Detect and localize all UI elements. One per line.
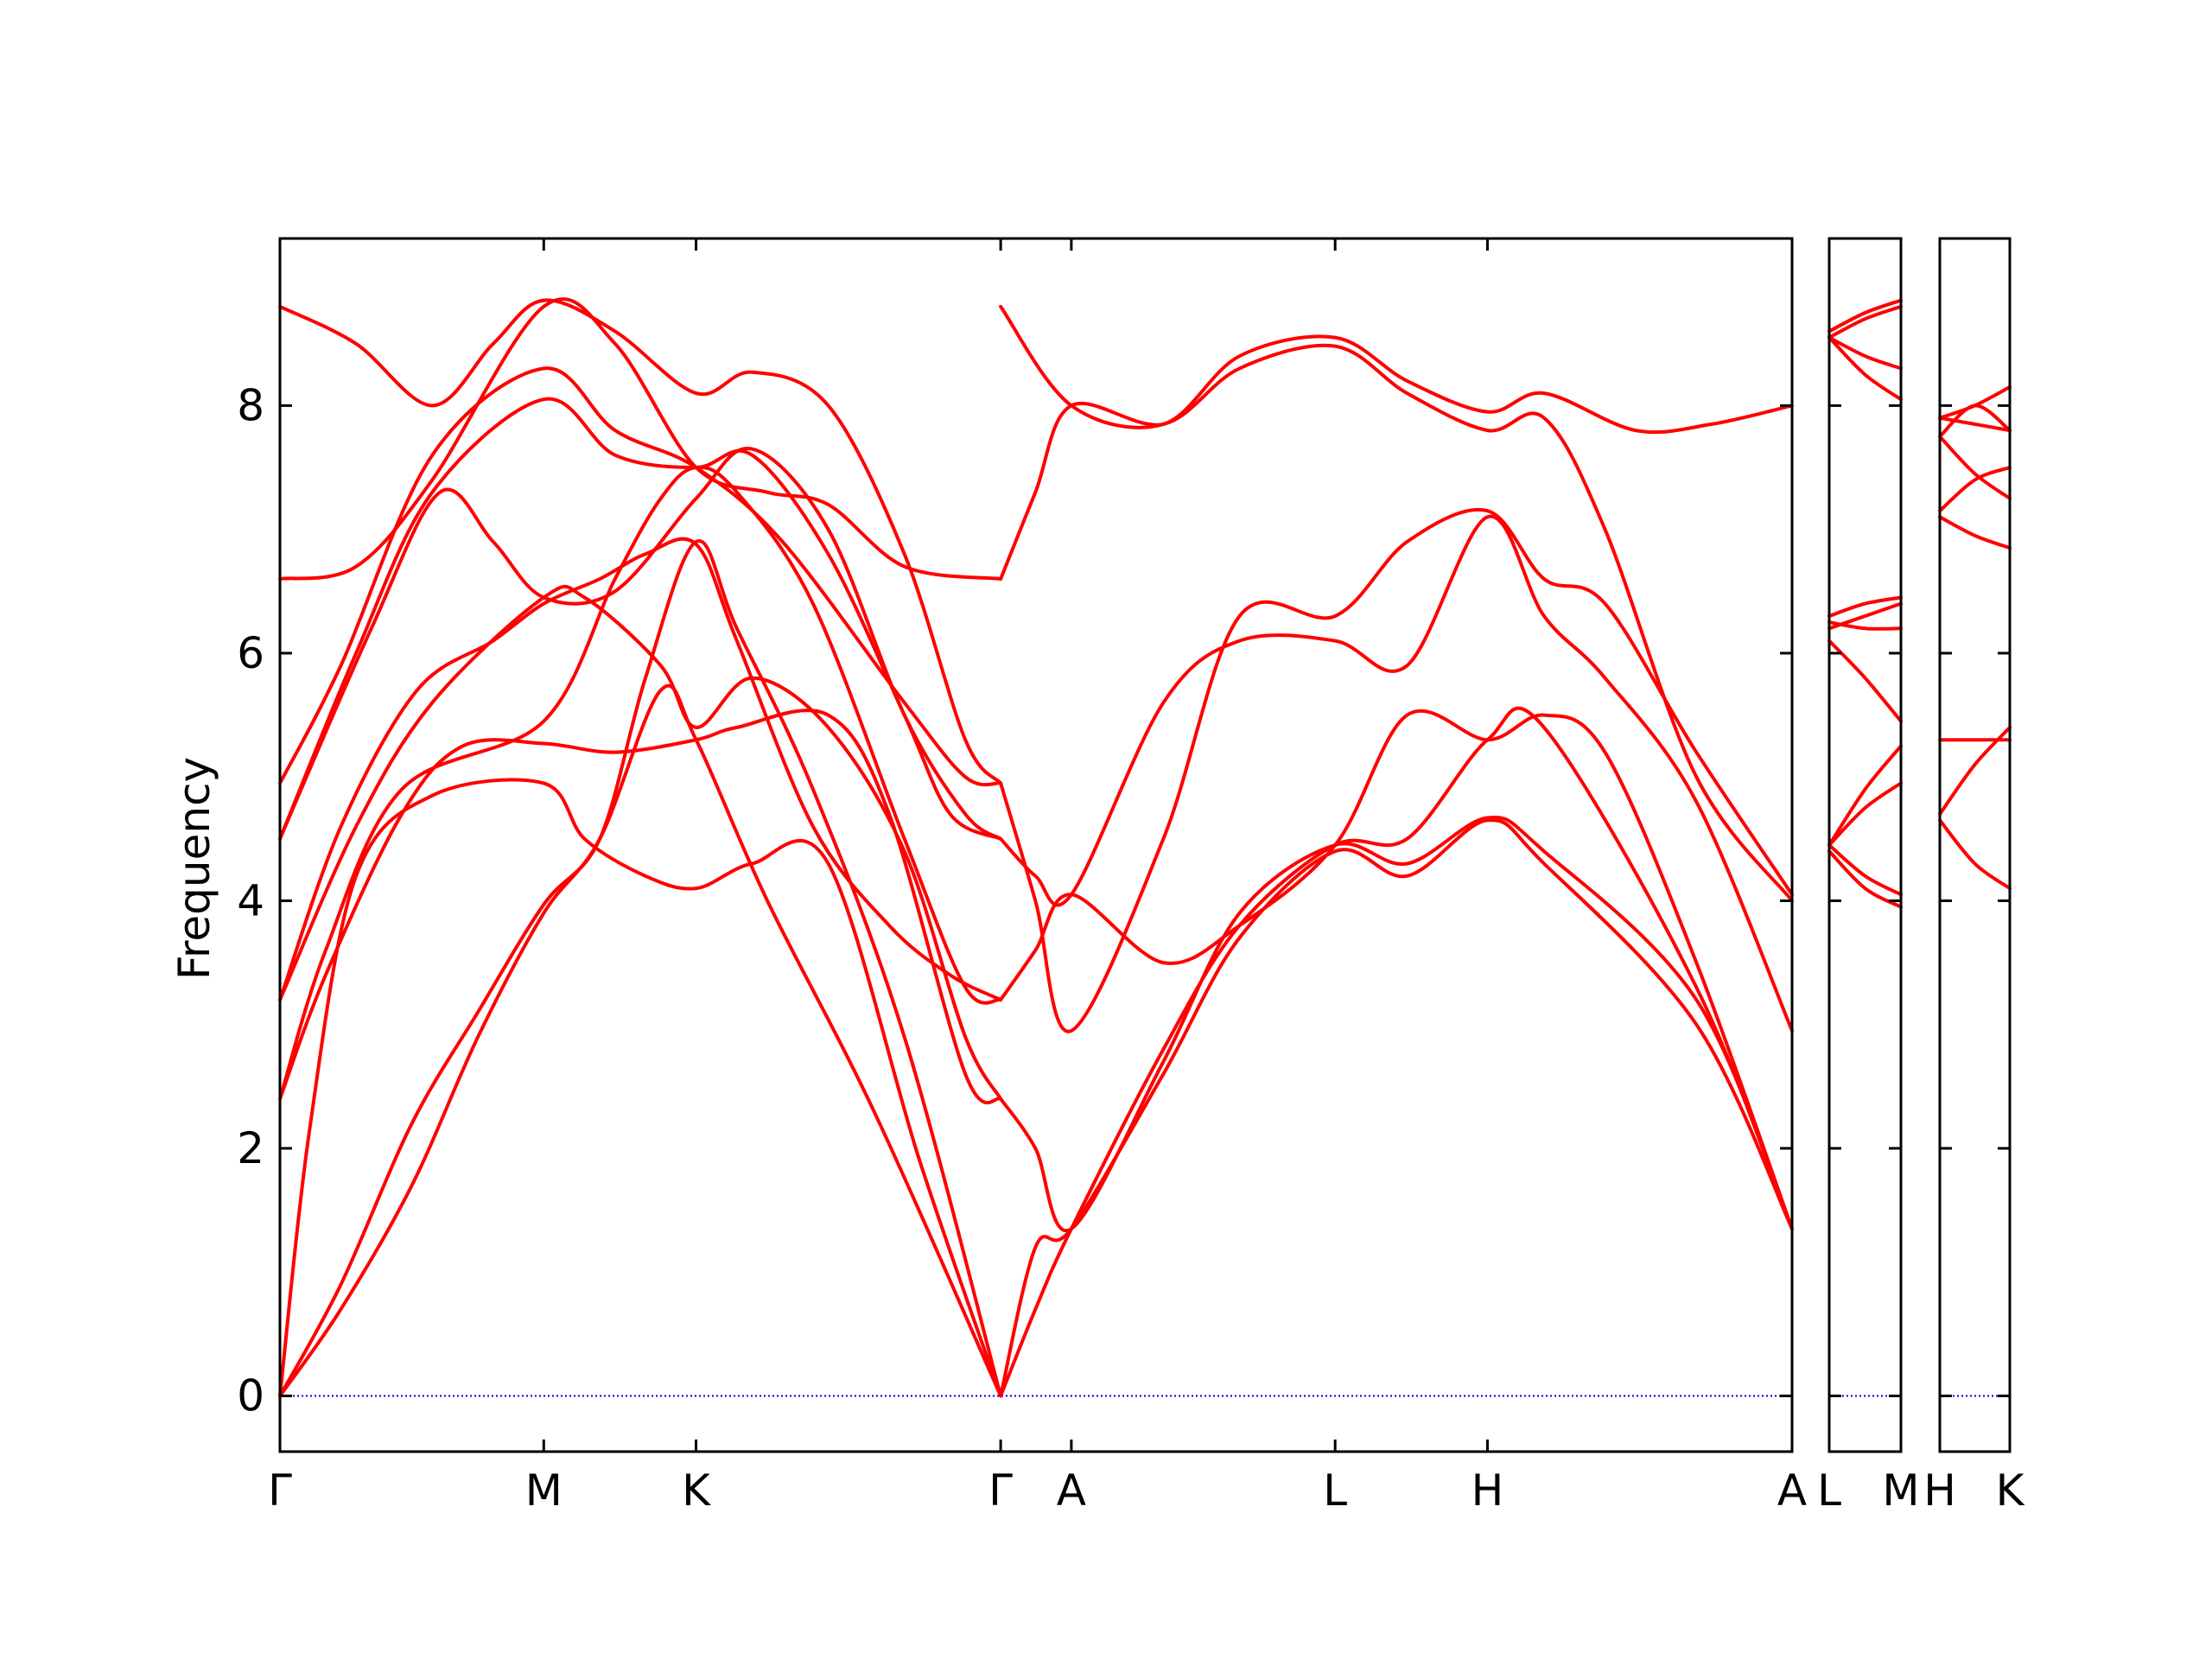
y-tick-label: 4 — [237, 875, 264, 925]
x-tick-label: L — [1817, 1465, 1841, 1516]
band-line — [999, 343, 1794, 903]
band-line — [1938, 515, 2012, 550]
band-line — [278, 584, 1003, 1101]
band-line — [999, 304, 1794, 435]
band-line — [999, 706, 1794, 1398]
band-line — [999, 818, 1794, 1398]
y-tick-label: 8 — [237, 380, 264, 430]
x-tick-label: H — [1923, 1465, 1956, 1516]
band-line — [1938, 725, 2012, 817]
band-line — [1827, 595, 1903, 618]
band-line — [1827, 639, 1903, 723]
band-line — [999, 514, 1794, 1033]
band-line — [1827, 335, 1903, 402]
band-line — [278, 366, 1003, 787]
band-line — [1827, 849, 1903, 909]
y-tick-label: 6 — [237, 628, 264, 678]
band-line — [1827, 843, 1903, 897]
band-line — [1827, 620, 1903, 631]
x-tick-label: K — [1996, 1465, 2025, 1516]
x-tick-label: L — [1323, 1465, 1347, 1516]
band-line — [1938, 818, 2012, 891]
x-tick-label: M — [525, 1465, 563, 1516]
band-line — [278, 683, 1003, 1398]
band-line — [278, 446, 1003, 841]
y-tick-label: 2 — [237, 1123, 264, 1173]
band-line — [999, 507, 1794, 1033]
tick-marks — [278, 238, 2012, 1452]
band-line — [1827, 601, 1903, 631]
band-line — [1938, 435, 2012, 500]
x-tick-label: Γ — [988, 1465, 1013, 1516]
band-line — [278, 465, 1003, 1101]
x-tick-label: A — [1777, 1465, 1807, 1516]
x-tick-label: M — [1882, 1465, 1919, 1516]
band-curves — [278, 297, 2012, 1398]
x-tick-label: A — [1057, 1465, 1086, 1516]
band-line — [278, 539, 1003, 1398]
axes-frames — [278, 237, 2012, 1453]
panel-frame — [1827, 237, 1903, 1453]
panel-frame — [278, 237, 1794, 1453]
band-line — [278, 778, 1003, 1398]
band-line — [1938, 416, 2012, 433]
band-line — [1827, 781, 1903, 847]
x-tick-label: Γ — [268, 1465, 292, 1516]
band-line — [1827, 304, 1903, 340]
x-tick-label: H — [1471, 1465, 1504, 1516]
y-axis-label: Frequency — [169, 757, 219, 980]
x-tick-label: K — [682, 1465, 711, 1516]
band-line — [1827, 335, 1903, 371]
band-line — [999, 709, 1794, 1231]
band-line — [1827, 744, 1903, 847]
band-line — [278, 709, 1003, 1105]
band-line — [278, 297, 1003, 581]
band-line — [278, 537, 1003, 1002]
band-line — [1827, 298, 1903, 334]
panel-frame — [1938, 237, 2012, 1453]
band-line — [278, 298, 1003, 785]
band-line — [1938, 466, 2012, 513]
band-line — [1938, 404, 2012, 439]
y-tick-label: 0 — [237, 1371, 264, 1421]
